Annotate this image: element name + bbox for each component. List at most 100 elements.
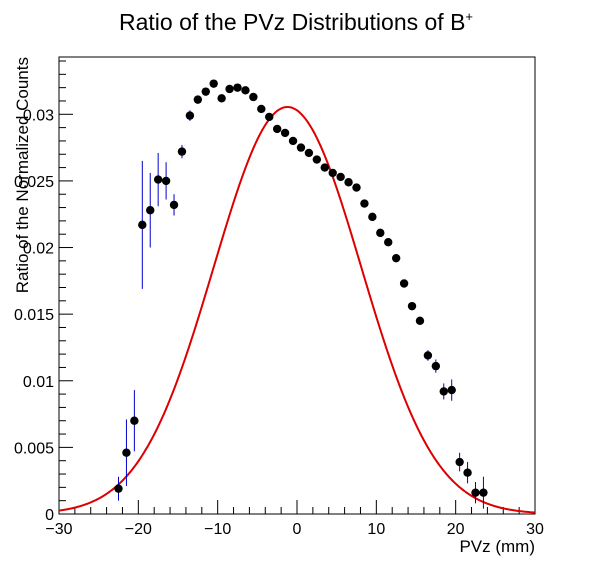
point-marker: [122, 448, 131, 457]
data-point: [225, 84, 234, 94]
x-tick-label: 20: [447, 521, 465, 538]
plot-frame: [58, 56, 536, 515]
point-marker: [233, 83, 242, 92]
data-point: [439, 383, 448, 400]
point-marker: [304, 148, 314, 158]
data-point: [447, 379, 456, 401]
x-tick-label: 0: [293, 521, 302, 538]
data-point: [368, 212, 377, 222]
y-tick-label: 0: [45, 507, 54, 524]
point-marker: [423, 351, 433, 360]
y-axis-label: Ratio of the Normalized Counts: [13, 57, 32, 293]
point-marker: [368, 212, 377, 222]
data-point: [153, 152, 163, 207]
data-point: [336, 172, 345, 182]
point-marker: [415, 316, 425, 326]
point-marker: [217, 94, 226, 103]
x-tick-label: −30: [45, 521, 72, 538]
data-point: [320, 163, 329, 172]
data-point: [138, 160, 147, 289]
point-marker: [352, 183, 361, 192]
data-point: [233, 83, 242, 92]
point-marker: [344, 178, 353, 187]
data-point: [249, 92, 258, 102]
y-tick-label: 0.02: [23, 241, 54, 258]
point-marker: [479, 488, 488, 497]
data-point: [399, 279, 409, 288]
data-point: [384, 237, 393, 247]
point-marker: [463, 468, 472, 477]
point-marker: [153, 175, 163, 184]
data-point: [304, 148, 314, 158]
y-tick-label: 0.025: [14, 174, 54, 191]
point-marker: [130, 416, 139, 425]
data-point: [352, 183, 361, 192]
gaussian-fit-curve: [58, 105, 536, 514]
point-marker: [328, 168, 337, 178]
data-point: [407, 301, 417, 311]
y-tick-label: 0.015: [14, 307, 54, 324]
data-point: [376, 228, 385, 238]
point-marker: [336, 172, 345, 182]
data-point: [431, 359, 441, 373]
point-marker: [296, 143, 306, 152]
data-point: [360, 199, 369, 208]
data-point: [193, 95, 203, 104]
data-point: [257, 104, 266, 114]
point-marker: [177, 147, 187, 156]
point-marker: [169, 200, 179, 210]
data-point: [296, 143, 306, 152]
data-point: [471, 482, 480, 504]
data-point: [217, 94, 226, 103]
point-marker: [193, 95, 203, 104]
chart-title-superscript: +: [465, 9, 473, 24]
point-marker: [249, 92, 258, 102]
point-marker: [312, 155, 322, 164]
point-marker: [376, 228, 385, 238]
data-point: [312, 155, 322, 164]
data-point: [391, 253, 401, 263]
data-point: [344, 178, 353, 187]
point-marker: [407, 301, 417, 311]
data-point: [328, 168, 337, 178]
x-tick-label: −20: [125, 521, 152, 538]
data-point: [479, 476, 488, 509]
point-marker: [272, 124, 282, 134]
x-axis-label: PVz (mm): [459, 537, 535, 556]
data-point: [169, 194, 179, 216]
data-point: [130, 390, 139, 452]
point-marker: [288, 136, 298, 146]
x-axis-ticks: −30 −20 −10 0 10 20 30: [45, 500, 544, 538]
data-point: [272, 124, 282, 134]
chart-title: Ratio of the PVz Distributions of B+: [119, 9, 473, 35]
data-point: [161, 162, 171, 200]
data-point: [209, 79, 218, 88]
point-marker: [146, 206, 155, 215]
x-tick-label: −10: [204, 521, 231, 538]
data-point: [114, 476, 123, 501]
data-point: [463, 462, 472, 484]
point-marker: [431, 361, 441, 371]
point-marker: [209, 79, 218, 88]
data-point: [177, 144, 187, 159]
point-marker: [320, 163, 329, 172]
data-points-layer: [114, 79, 488, 509]
data-point: [280, 128, 290, 138]
fit-curve-layer: [58, 105, 536, 514]
point-marker: [439, 387, 448, 396]
point-marker: [280, 128, 290, 138]
data-point: [423, 350, 433, 361]
point-marker: [265, 112, 274, 122]
data-point: [146, 172, 155, 248]
data-point: [241, 86, 250, 95]
point-marker: [455, 457, 464, 467]
point-marker: [114, 484, 123, 493]
point-marker: [185, 111, 195, 120]
point-marker: [225, 84, 234, 94]
point-marker: [257, 104, 266, 114]
point-marker: [201, 87, 210, 96]
data-point: [455, 452, 464, 472]
data-point: [185, 110, 195, 121]
point-marker: [391, 253, 401, 263]
